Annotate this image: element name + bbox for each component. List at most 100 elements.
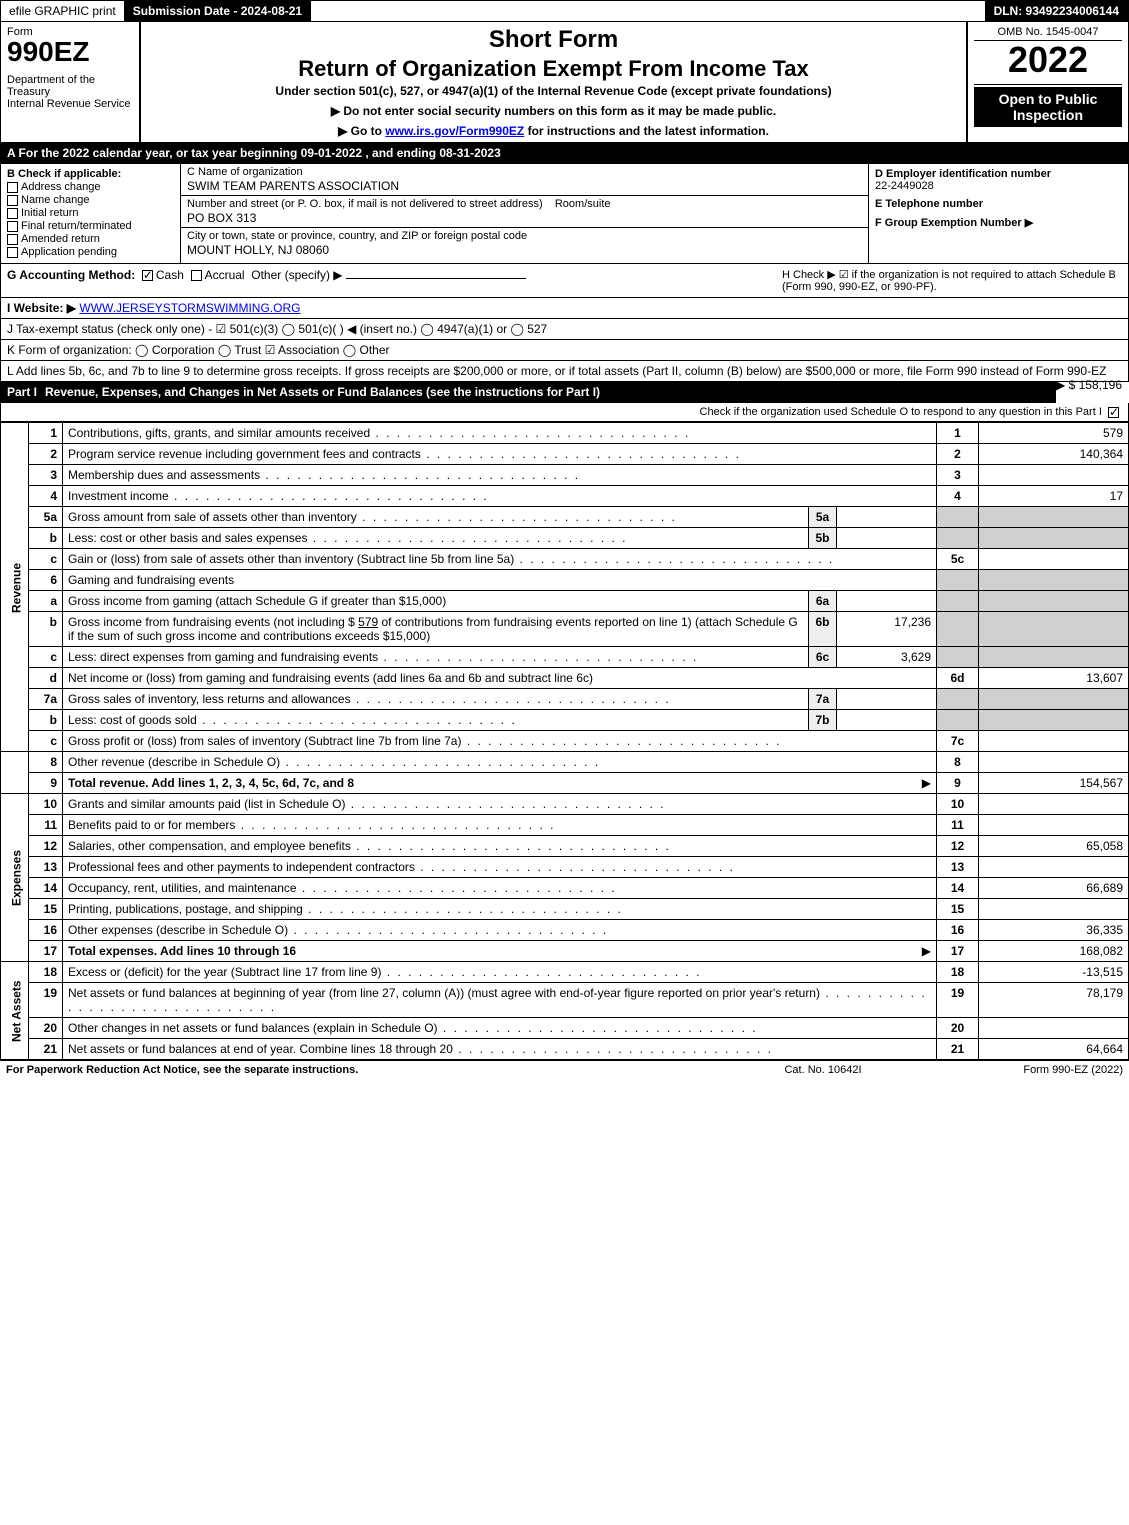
amt-14: 66,689: [979, 878, 1129, 899]
part-i-note: Check if the organization used Schedule …: [0, 403, 1129, 422]
l-amount: ▶ $ 158,196: [1056, 378, 1122, 392]
ln-11: 11: [29, 815, 63, 836]
b-label: B Check if applicable:: [7, 168, 121, 180]
desc-2: Program service revenue including govern…: [63, 444, 937, 465]
chk-final-return[interactable]: Final return/terminated: [7, 220, 174, 232]
ln-9: 9: [29, 773, 63, 794]
chk-initial-return[interactable]: Initial return: [7, 207, 174, 219]
form-number: 990EZ: [7, 36, 133, 68]
sub-6a: 6a: [809, 591, 837, 612]
side-netassets: Net Assets: [1, 962, 29, 1060]
ln-1: 1: [29, 423, 63, 444]
irs-link[interactable]: www.irs.gov/Form990EZ: [385, 124, 524, 138]
amt-7c: [979, 731, 1129, 752]
desc-17: Total expenses. Add lines 10 through 16 …: [63, 941, 937, 962]
ln-7c: c: [29, 731, 63, 752]
c-name-label: C Name of organization: [187, 166, 303, 178]
ln-5c: c: [29, 549, 63, 570]
ln-8: 8: [29, 752, 63, 773]
topbar-spacer: [311, 1, 984, 21]
ln-18: 18: [29, 962, 63, 983]
page-footer: For Paperwork Reduction Act Notice, see …: [0, 1060, 1129, 1079]
part-i-title: Revenue, Expenses, and Changes in Net As…: [45, 385, 600, 399]
num-5c: 5c: [937, 549, 979, 570]
amt-21: 64,664: [979, 1039, 1129, 1060]
row-l-gross: L Add lines 5b, 6c, and 7b to line 9 to …: [0, 361, 1129, 382]
ln-17: 17: [29, 941, 63, 962]
amt-20: [979, 1018, 1129, 1039]
d-ein-label: D Employer identification number: [875, 168, 1051, 180]
ln-6c: c: [29, 647, 63, 668]
amt-1: 579: [979, 423, 1129, 444]
efile-print[interactable]: efile GRAPHIC print: [1, 1, 125, 21]
sub-6c: 6c: [809, 647, 837, 668]
subv-6b: 17,236: [837, 612, 937, 647]
col-c-org: C Name of organization SWIM TEAM PARENTS…: [181, 164, 868, 263]
amt-17: 168,082: [979, 941, 1129, 962]
header-center: Short Form Return of Organization Exempt…: [141, 22, 968, 142]
ln-7a: 7a: [29, 689, 63, 710]
g-other: Other (specify) ▶: [251, 268, 342, 282]
sub-7b: 7b: [809, 710, 837, 731]
c-city-label: City or town, state or province, country…: [187, 230, 527, 242]
row-a-tax-year: A For the 2022 calendar year, or tax yea…: [0, 143, 1129, 164]
instr-ssn: ▶ Do not enter social security numbers o…: [151, 104, 956, 118]
chk-address-change[interactable]: Address change: [7, 181, 174, 193]
amt-13: [979, 857, 1129, 878]
amt-2: 140,364: [979, 444, 1129, 465]
desc-11: Benefits paid to or for members: [63, 815, 937, 836]
desc-3: Membership dues and assessments: [63, 465, 937, 486]
open-public: Open to Public Inspection: [974, 87, 1122, 127]
desc-15: Printing, publications, postage, and shi…: [63, 899, 937, 920]
row-bcd: B Check if applicable: Address change Na…: [0, 164, 1129, 264]
ein-value: 22-2449028: [875, 180, 934, 192]
form-header: Form 990EZ Department of the Treasury In…: [0, 22, 1129, 143]
ln-5b: b: [29, 528, 63, 549]
header-right: OMB No. 1545-0047 2022 Open to Public In…: [968, 22, 1128, 142]
chk-cash[interactable]: [142, 270, 153, 281]
desc-6d: Net income or (loss) from gaming and fun…: [63, 668, 937, 689]
amt-3: [979, 465, 1129, 486]
desc-4: Investment income: [63, 486, 937, 507]
ln-6d: d: [29, 668, 63, 689]
part-i-label: Part I: [7, 385, 37, 399]
chk-pending[interactable]: Application pending: [7, 246, 174, 258]
chk-amended[interactable]: Amended return: [7, 233, 174, 245]
desc-7b: Less: cost of goods sold: [63, 710, 809, 731]
ln-15: 15: [29, 899, 63, 920]
desc-6: Gaming and fundraising events: [63, 570, 937, 591]
desc-5b: Less: cost or other basis and sales expe…: [63, 528, 809, 549]
amt-18: -13,515: [979, 962, 1129, 983]
part-i-check[interactable]: [1108, 407, 1119, 418]
row-j-exempt: J Tax-exempt status (check only one) - ☑…: [0, 319, 1129, 340]
desc-7c: Gross profit or (loss) from sales of inv…: [63, 731, 937, 752]
desc-6a: Gross income from gaming (attach Schedul…: [63, 591, 809, 612]
row-g-h: G Accounting Method: Cash Accrual Other …: [0, 264, 1129, 298]
i-label: I Website: ▶: [7, 301, 76, 315]
desc-16: Other expenses (describe in Schedule O): [63, 920, 937, 941]
ln-6: 6: [29, 570, 63, 591]
tax-year: 2022: [974, 41, 1122, 85]
ln-4: 4: [29, 486, 63, 507]
footer-right: Form 990-EZ (2022): [923, 1064, 1123, 1076]
chk-accrual[interactable]: [191, 270, 202, 281]
desc-7a: Gross sales of inventory, less returns a…: [63, 689, 809, 710]
amt-16: 36,335: [979, 920, 1129, 941]
num-1: 1: [937, 423, 979, 444]
desc-5a: Gross amount from sale of assets other t…: [63, 507, 809, 528]
ln-12: 12: [29, 836, 63, 857]
website-link[interactable]: WWW.JERSEYSTORMSWIMMING.ORG: [79, 301, 300, 315]
amt-5c: [979, 549, 1129, 570]
amt-11: [979, 815, 1129, 836]
ln-3: 3: [29, 465, 63, 486]
side-expenses: Expenses: [1, 794, 29, 962]
amt-10: [979, 794, 1129, 815]
desc-5c: Gain or (loss) from sale of assets other…: [63, 549, 937, 570]
ln-6a: a: [29, 591, 63, 612]
col-d-ein: D Employer identification number 22-2449…: [868, 164, 1128, 263]
footer-center: Cat. No. 10642I: [723, 1064, 923, 1076]
submission-date: Submission Date - 2024-08-21: [125, 1, 311, 21]
chk-name-change[interactable]: Name change: [7, 194, 174, 206]
subv-5a: [837, 507, 937, 528]
side-revenue: Revenue: [1, 423, 29, 752]
